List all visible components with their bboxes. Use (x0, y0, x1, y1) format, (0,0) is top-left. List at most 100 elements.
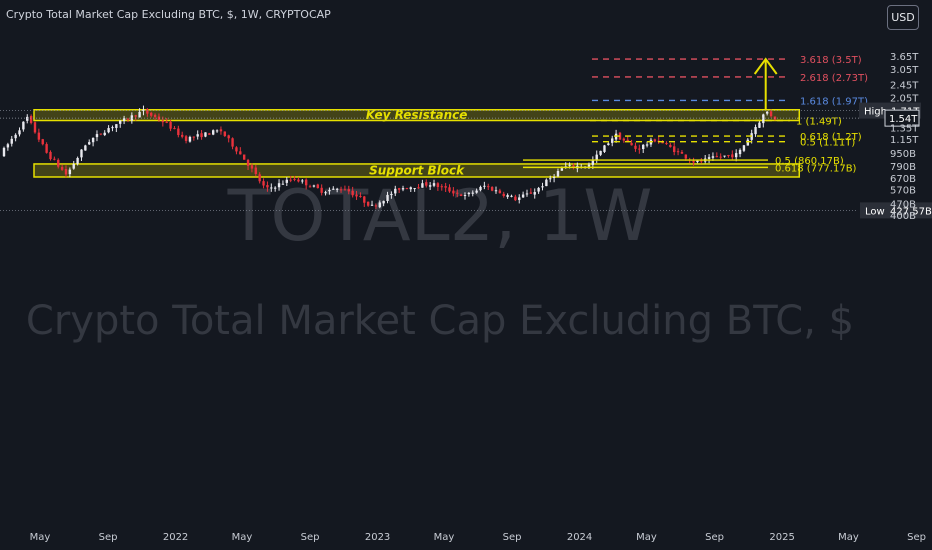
candle-body-183 (711, 156, 715, 158)
candle-body-48 (188, 136, 192, 142)
x-tick-label-3: May (232, 532, 253, 543)
x-axis: May Sep 2022 May Sep 2023 May Sep 2024 May Sep 2025… (30, 532, 926, 543)
low-tag-label: Low (865, 206, 885, 217)
candle-body-96 (374, 205, 378, 207)
candle-body-7 (29, 116, 33, 123)
candle-body-141 (549, 178, 552, 180)
candle-body-39 (153, 114, 157, 118)
candle-body-61 (239, 151, 242, 155)
candle-body-67 (262, 181, 265, 186)
candle-body-153 (595, 154, 598, 161)
candle-body-119 (463, 194, 467, 196)
candle-body-3 (14, 134, 17, 139)
high-tag-label: High (864, 107, 887, 118)
zone-box-0 (33, 109, 801, 122)
y-tick-label-0: 3.65T (890, 52, 919, 63)
fib-label-0: 3.618 (3.5T) (800, 55, 862, 66)
candle-body-118 (459, 194, 463, 197)
candle-body-171 (665, 143, 668, 145)
candle-body-27 (107, 128, 110, 133)
candle-body-29 (115, 124, 118, 128)
fib-label-7: 0.618 (777.17B) (775, 163, 857, 174)
fib-levels-layer: 3.618 (3.5T) 2.618 (2.73T) 1.618 (1.97T) 1 … (523, 55, 868, 174)
candle-body-122 (475, 190, 478, 193)
x-tick-label-12: May (838, 532, 859, 543)
candle-body-1 (6, 144, 10, 148)
candle-body-14 (57, 159, 60, 167)
candle-body-134 (521, 194, 525, 198)
candle-body-156 (607, 143, 610, 146)
candle-body-140 (545, 179, 548, 187)
candle-body-32 (126, 118, 130, 120)
candle-body-189 (734, 153, 738, 158)
candle-body-45 (177, 128, 180, 136)
candle-body-102 (397, 188, 401, 190)
candle-body-35 (138, 111, 141, 118)
candle-body-163 (634, 145, 637, 149)
candle-body-50 (196, 134, 199, 137)
x-tick-label-1: Sep (99, 532, 118, 543)
candle-body-198 (769, 111, 773, 117)
candle-body-51 (200, 133, 203, 138)
candle-body-94 (366, 201, 370, 206)
candle-body-2 (10, 138, 13, 144)
candle-body-71 (277, 183, 281, 188)
candle-body-147 (572, 165, 575, 168)
candle-body-110 (428, 185, 432, 187)
y-tick-label-4: 1.35T (890, 124, 919, 135)
candle-body-90 (351, 190, 354, 196)
candle-body-77 (301, 180, 304, 182)
candle-body-64 (250, 165, 254, 169)
candle-body-172 (669, 144, 672, 148)
candle-body-175 (680, 151, 684, 154)
candle-body-178 (692, 160, 695, 163)
chart-title: Crypto Total Market Cap Excluding BTC, $… (6, 8, 331, 21)
candle-body-103 (401, 188, 405, 190)
candle-body-99 (386, 194, 389, 202)
candle-body-83 (324, 192, 327, 194)
candle-body-22 (88, 142, 91, 145)
candle-body-168 (653, 139, 657, 142)
watermark-name: Crypto Total Market Cap Excluding BTC, $ (26, 298, 854, 344)
candle-body-151 (587, 164, 591, 167)
currency-button[interactable]: USD (887, 5, 919, 30)
candle-body-170 (661, 142, 664, 144)
candle-body-73 (285, 179, 289, 183)
candle-body-68 (266, 185, 269, 188)
candle-body-138 (537, 187, 540, 192)
candle-body-66 (258, 174, 261, 182)
candle-body-57 (223, 131, 227, 136)
candle-body-87 (339, 189, 343, 191)
candle-body-173 (673, 146, 676, 153)
x-tick-label-10: Sep (705, 532, 724, 543)
candle-body-196 (762, 114, 765, 124)
candle-body-89 (347, 189, 350, 192)
candle-body-130 (506, 195, 509, 197)
candle-body-38 (150, 112, 153, 116)
candle-body-13 (53, 158, 56, 160)
candle-body-174 (676, 151, 680, 153)
candle-body-78 (304, 179, 308, 186)
candle-body-43 (169, 121, 172, 129)
high-tag-bg (859, 102, 887, 119)
candle-body-26 (103, 132, 106, 136)
candle-body-192 (746, 139, 750, 146)
x-tick-label-7: Sep (503, 532, 522, 543)
candle-body-132 (514, 196, 517, 201)
candle-body-146 (568, 164, 571, 166)
candle-body-34 (134, 115, 137, 117)
candle-body-4 (18, 130, 21, 135)
zone-label-0: Key Resistance (366, 108, 468, 122)
candle-body-88 (343, 189, 347, 191)
x-tick-label-6: May (434, 532, 455, 543)
candle-body-105 (409, 187, 412, 190)
y-tick-label-2: 2.45T (890, 81, 919, 92)
candle-body-75 (293, 178, 296, 180)
x-tick-label-8: 2024 (567, 532, 592, 543)
y-tick-label-6: 950B (890, 149, 916, 160)
candle-body-31 (122, 118, 126, 122)
candle-body-65 (254, 167, 258, 174)
zone-label-1: Support Block (369, 163, 465, 177)
